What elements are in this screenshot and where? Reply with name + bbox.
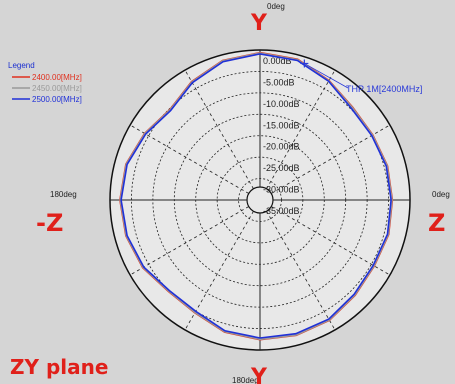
angle-label-top: 0deg — [267, 2, 285, 11]
radial-tick-label: -35.00dB — [263, 206, 300, 216]
grid-spoke — [184, 211, 254, 331]
axis-letter-bottom: Y — [250, 365, 268, 384]
angle-label-right: 0deg — [432, 190, 450, 199]
radial-tick-label: 0.00dB — [263, 56, 292, 66]
series-line — [119, 52, 393, 341]
radial-tick-label: -10.00dB — [263, 99, 300, 109]
axis-letter-left: -Z — [36, 209, 63, 237]
radial-tick-label: -5.00dB — [263, 77, 295, 87]
legend-entry-label: 2450.00[MHz] — [32, 84, 82, 93]
series-line — [120, 53, 392, 339]
radial-tick-label: -15.00dB — [263, 120, 300, 130]
legend-entry-label: 2500.00[MHz] — [32, 95, 82, 104]
axis-letter-right: Z — [428, 209, 445, 237]
angle-label-left: 180deg — [50, 190, 77, 199]
axis-letter-top: Y — [250, 11, 268, 36]
grid-spoke — [271, 124, 391, 194]
marker-leader — [304, 63, 349, 89]
grid-spoke — [266, 69, 336, 189]
grid-spoke — [129, 206, 249, 276]
marker-label: THP 1M[2400MHz] — [346, 84, 422, 94]
grid-spoke — [266, 211, 336, 331]
plane-label: ZY plane — [10, 355, 108, 379]
legend-title: Legend — [8, 61, 35, 70]
grid-spoke — [184, 69, 254, 189]
grid-spoke — [271, 206, 391, 276]
grid-spoke — [129, 124, 249, 194]
radial-tick-label: -25.00dB — [263, 163, 300, 173]
legend-entry-label: 2400.00[MHz] — [32, 73, 82, 82]
angle-label-bottom: 180deg — [232, 376, 259, 384]
radial-tick-label: -20.00dB — [263, 142, 300, 152]
radial-tick-label: -30.00dB — [263, 185, 300, 195]
